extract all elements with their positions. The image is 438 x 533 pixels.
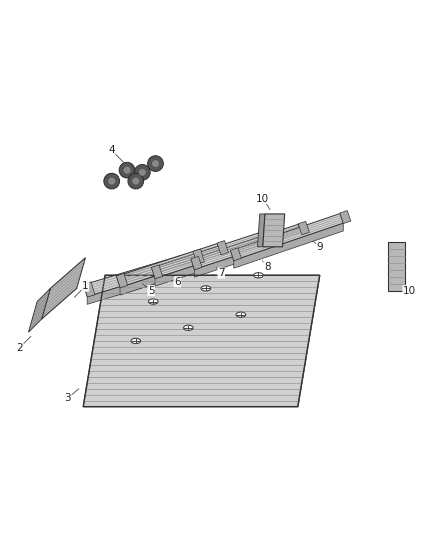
Ellipse shape (148, 299, 158, 304)
Polygon shape (84, 282, 95, 297)
Polygon shape (194, 235, 302, 277)
Polygon shape (230, 214, 343, 260)
Polygon shape (120, 254, 221, 295)
Circle shape (119, 162, 135, 178)
Polygon shape (84, 252, 197, 296)
Polygon shape (234, 223, 343, 268)
Ellipse shape (184, 325, 193, 330)
Polygon shape (155, 243, 262, 286)
Text: 9: 9 (316, 242, 323, 252)
Polygon shape (388, 243, 405, 290)
Polygon shape (28, 288, 50, 332)
Polygon shape (298, 221, 309, 235)
Circle shape (152, 160, 159, 167)
Polygon shape (259, 230, 270, 244)
Polygon shape (42, 258, 85, 319)
Text: 1: 1 (82, 281, 89, 291)
Circle shape (128, 173, 144, 189)
Polygon shape (83, 275, 320, 407)
Text: 10: 10 (403, 286, 416, 296)
Polygon shape (191, 256, 202, 270)
Ellipse shape (236, 312, 246, 317)
Polygon shape (263, 214, 285, 247)
Polygon shape (191, 224, 302, 269)
Text: 7: 7 (218, 268, 225, 278)
Circle shape (139, 169, 146, 176)
Ellipse shape (254, 273, 263, 278)
Ellipse shape (201, 286, 211, 291)
Polygon shape (230, 248, 241, 261)
Polygon shape (258, 214, 265, 247)
Circle shape (124, 167, 131, 174)
Text: 3: 3 (64, 393, 71, 403)
Polygon shape (117, 244, 221, 287)
Text: 10: 10 (256, 193, 269, 204)
Circle shape (148, 156, 163, 172)
Polygon shape (340, 211, 351, 223)
Polygon shape (87, 264, 197, 304)
Circle shape (108, 177, 115, 184)
Polygon shape (152, 233, 262, 278)
Circle shape (134, 165, 150, 180)
Polygon shape (193, 249, 205, 264)
Text: 4: 4 (108, 146, 115, 156)
Text: 2: 2 (16, 343, 23, 352)
Polygon shape (217, 240, 229, 255)
Text: 6: 6 (174, 277, 181, 287)
Circle shape (132, 177, 139, 184)
Polygon shape (152, 265, 162, 279)
Text: 5: 5 (148, 286, 155, 296)
Ellipse shape (131, 338, 141, 344)
Text: 8: 8 (264, 262, 271, 271)
Circle shape (104, 173, 120, 189)
Polygon shape (117, 273, 128, 288)
